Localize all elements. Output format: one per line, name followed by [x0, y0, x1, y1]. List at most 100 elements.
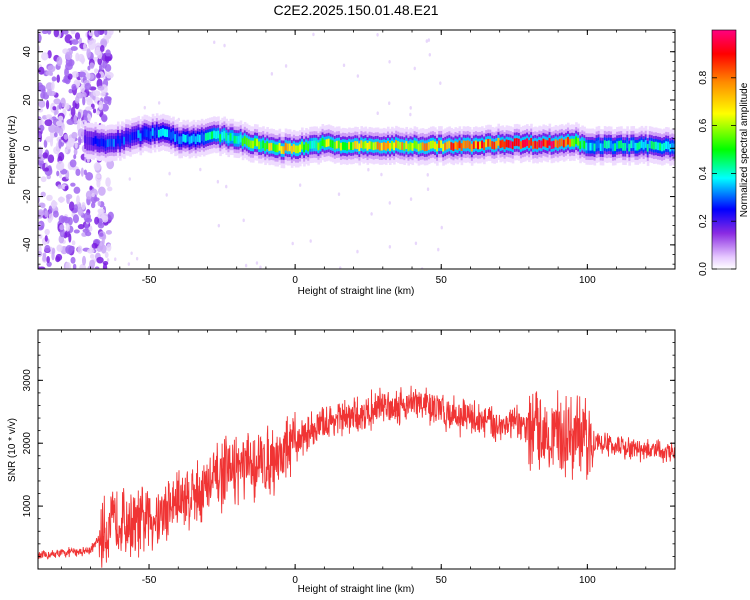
ridge-cell — [200, 133, 204, 141]
ridge-cell — [489, 139, 492, 147]
noise-blob — [77, 135, 82, 146]
noise-blob — [105, 71, 114, 79]
ridge-cell — [456, 142, 460, 151]
ridge-cell — [339, 142, 343, 151]
noise-speck — [284, 64, 288, 68]
ridge-cell — [86, 136, 89, 145]
noise-blob — [71, 240, 76, 246]
ridge-cell — [434, 141, 437, 150]
noise-blob — [70, 256, 76, 264]
noise-blob — [83, 42, 87, 51]
ridge-cell — [611, 143, 615, 152]
ridge-cell — [530, 137, 533, 146]
ridge-cell — [560, 138, 564, 147]
noise-blob — [73, 204, 78, 213]
ridge-cell — [346, 142, 349, 151]
noise-blob — [45, 114, 53, 119]
ridge-cell — [446, 141, 449, 150]
noise-blob — [86, 248, 95, 254]
noise-blob — [68, 201, 75, 212]
snr-xlabel: Height of straight line (km) — [298, 584, 415, 595]
noise-speck — [298, 183, 302, 187]
snr-axes: -50 0 50 100 1000 2000 3000 — [22, 329, 676, 586]
noise-blob — [42, 88, 46, 94]
ridge-cell — [360, 140, 363, 149]
ridge-cell — [405, 141, 408, 149]
ridge-cell — [554, 139, 558, 147]
ridge-cell — [327, 138, 331, 147]
colorbar-tick-0: 0.0 — [698, 262, 736, 276]
ridge-cell — [622, 142, 625, 151]
noise-speck — [244, 263, 248, 268]
ridge-cell — [595, 140, 599, 149]
ridge-cell — [299, 144, 302, 153]
noise-blob — [94, 216, 100, 225]
y-tick-4: 40 — [22, 46, 675, 57]
noise-blob — [56, 56, 63, 67]
ridge-cell — [448, 140, 451, 149]
ridge-cell — [135, 131, 138, 140]
ridge-cell — [309, 141, 312, 149]
ridge-cell — [153, 130, 157, 139]
noise-blob — [46, 256, 50, 264]
noise-blob — [88, 30, 94, 37]
ridge-cell — [350, 142, 353, 151]
ridge-cell — [192, 134, 196, 142]
ridge-cell — [462, 140, 466, 149]
ridge-cell — [646, 143, 650, 152]
noise-blob — [71, 39, 79, 45]
noise-blob — [96, 256, 104, 264]
noise-speck — [312, 32, 315, 37]
noise-speck — [259, 265, 262, 269]
ridge-cell — [223, 130, 226, 139]
noise-blob — [94, 42, 102, 52]
noise-speck — [427, 38, 431, 42]
noise-speck — [409, 106, 412, 110]
noise-blob — [84, 82, 92, 91]
noise-blob — [99, 64, 103, 72]
ridge-cell — [231, 133, 235, 141]
noise-speck — [216, 179, 220, 184]
noise-blob — [38, 99, 46, 108]
noise-speck — [135, 256, 139, 261]
ridge-cell — [503, 141, 507, 150]
noise-blob — [86, 48, 91, 59]
ridge-cell — [284, 142, 288, 151]
ridge-cell — [149, 131, 153, 139]
noise-blob — [56, 74, 60, 83]
ridge-cell — [270, 142, 273, 151]
ridge-cell — [278, 143, 282, 151]
ridge-cell — [397, 141, 400, 149]
noise-blob — [44, 235, 48, 242]
y-tick-label: 2000 — [22, 432, 33, 455]
ridge-cell — [225, 132, 228, 141]
ridge-cell — [634, 142, 638, 151]
noise-blob — [94, 68, 99, 74]
colorbar-tick-label: 0.0 — [698, 262, 709, 276]
ridge-cell — [170, 132, 173, 140]
noise-blob — [38, 44, 41, 54]
noise-blob — [103, 35, 111, 40]
noise-speck — [428, 52, 432, 57]
ridge-cell — [642, 141, 646, 150]
noise-speck — [225, 184, 228, 189]
ridge-cell — [119, 138, 122, 147]
noise-blob — [56, 244, 63, 252]
noise-blob — [96, 174, 101, 179]
ridge-cell — [155, 127, 159, 136]
ridge-cell — [188, 136, 192, 145]
ridge-cell — [569, 139, 572, 147]
ridge-cell — [249, 140, 253, 149]
ridge-cell — [294, 145, 298, 154]
ridge-cell — [577, 137, 580, 146]
noise-blob — [93, 162, 101, 171]
noise-blob — [48, 212, 54, 221]
noise-blob — [45, 99, 50, 110]
ridge-cell — [243, 136, 247, 144]
ridge-cell — [579, 141, 582, 149]
ridge-cell — [235, 135, 239, 144]
ridge-cell — [540, 140, 543, 149]
noise-blob — [77, 111, 82, 120]
noise-blob — [38, 251, 43, 257]
